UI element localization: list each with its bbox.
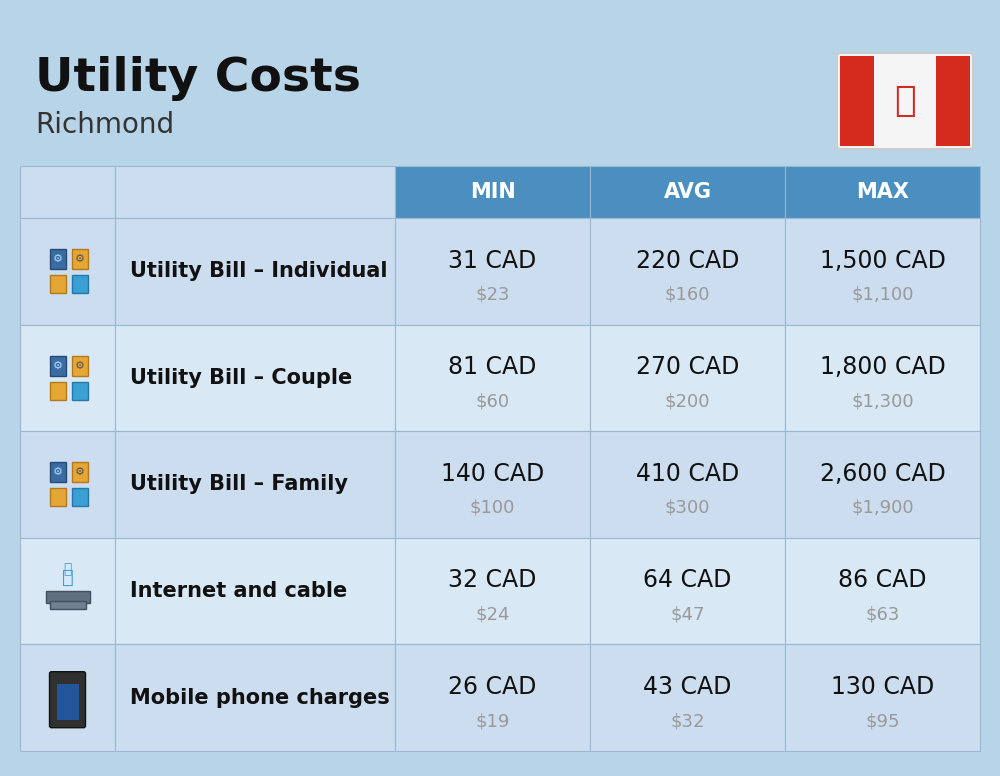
Text: ⚙: ⚙ (52, 467, 62, 477)
Text: $19: $19 (475, 712, 510, 730)
Bar (50, 601, 86, 609)
Bar (785, 166, 980, 218)
Text: Utility Bill – Family: Utility Bill – Family (130, 474, 348, 494)
FancyBboxPatch shape (50, 672, 86, 728)
Text: ⚙: ⚙ (52, 255, 62, 265)
Text: Utility Bill – Couple: Utility Bill – Couple (130, 368, 352, 388)
Bar (874, 56, 936, 146)
Text: 31 CAD: 31 CAD (448, 248, 537, 272)
Bar (395, 218, 590, 324)
Bar (72, 489, 88, 507)
Bar (785, 324, 980, 431)
Bar (72, 382, 88, 400)
Text: ⚙: ⚙ (74, 255, 84, 265)
Bar (115, 538, 395, 644)
Text: $1,300: $1,300 (851, 393, 914, 411)
Text: 26 CAD: 26 CAD (448, 675, 537, 699)
Text: $1,900: $1,900 (851, 499, 914, 517)
Bar (395, 431, 590, 538)
Text: Utility Costs: Utility Costs (35, 56, 361, 101)
Bar (590, 218, 785, 324)
Text: $300: $300 (665, 499, 710, 517)
Bar (50, 382, 66, 400)
Text: 270 CAD: 270 CAD (636, 355, 739, 379)
Bar (115, 431, 395, 538)
Bar (785, 538, 980, 644)
Bar (115, 324, 395, 431)
Bar (72, 275, 88, 293)
FancyBboxPatch shape (837, 53, 973, 149)
Text: 81 CAD: 81 CAD (448, 355, 537, 379)
Bar (840, 56, 874, 146)
Bar (20, 644, 115, 751)
Bar (72, 462, 88, 483)
Text: ⚙: ⚙ (52, 361, 62, 371)
Text: AVG: AVG (664, 182, 712, 202)
Text: $60: $60 (475, 393, 510, 411)
Bar (50, 275, 66, 293)
Text: $200: $200 (665, 393, 710, 411)
Bar (590, 644, 785, 751)
Text: 〰: 〰 (63, 562, 72, 576)
Text: Richmond: Richmond (35, 111, 174, 139)
Bar (115, 218, 395, 324)
Bar (50, 489, 66, 507)
Text: Internet and cable: Internet and cable (130, 581, 347, 601)
Text: 1,500 CAD: 1,500 CAD (820, 248, 945, 272)
Text: 1,800 CAD: 1,800 CAD (820, 355, 945, 379)
Bar (72, 249, 88, 269)
Text: 140 CAD: 140 CAD (441, 462, 544, 486)
Text: 32 CAD: 32 CAD (448, 569, 537, 592)
Text: $95: $95 (865, 712, 900, 730)
Text: 🍁: 🍁 (894, 84, 916, 118)
Bar (395, 644, 590, 751)
Bar (46, 591, 90, 603)
Bar (785, 431, 980, 538)
Text: 43 CAD: 43 CAD (643, 675, 732, 699)
Text: $23: $23 (475, 286, 510, 303)
Bar (590, 324, 785, 431)
Bar (50, 462, 66, 483)
Text: ⚙: ⚙ (74, 361, 84, 371)
Bar (590, 431, 785, 538)
Bar (395, 166, 590, 218)
Text: $47: $47 (670, 605, 705, 624)
Bar (72, 356, 88, 376)
Text: 〰: 〰 (62, 567, 73, 587)
Text: MAX: MAX (856, 182, 909, 202)
Bar (50, 249, 66, 269)
Text: $100: $100 (470, 499, 515, 517)
Bar (20, 538, 115, 644)
Text: $24: $24 (475, 605, 510, 624)
Bar (590, 166, 785, 218)
Bar (20, 166, 115, 218)
Bar (20, 324, 115, 431)
Text: Mobile phone charges: Mobile phone charges (130, 688, 390, 708)
Text: 86 CAD: 86 CAD (838, 569, 927, 592)
Text: $1,100: $1,100 (851, 286, 914, 303)
Text: 130 CAD: 130 CAD (831, 675, 934, 699)
Bar (395, 538, 590, 644)
Text: 2,600 CAD: 2,600 CAD (820, 462, 945, 486)
Bar (20, 218, 115, 324)
Bar (115, 166, 395, 218)
Bar (395, 324, 590, 431)
Bar (50, 356, 66, 376)
Text: $32: $32 (670, 712, 705, 730)
Bar (56, 684, 78, 719)
Text: $160: $160 (665, 286, 710, 303)
Bar (785, 644, 980, 751)
Text: 64 CAD: 64 CAD (643, 569, 732, 592)
Text: $63: $63 (865, 605, 900, 624)
Text: MIN: MIN (470, 182, 515, 202)
Bar (20, 431, 115, 538)
Text: ⚙: ⚙ (74, 467, 84, 477)
Text: Utility Bill – Individual: Utility Bill – Individual (130, 262, 388, 282)
Bar (590, 538, 785, 644)
Text: 220 CAD: 220 CAD (636, 248, 739, 272)
Bar (115, 644, 395, 751)
Bar (936, 56, 970, 146)
Bar (785, 218, 980, 324)
Text: 410 CAD: 410 CAD (636, 462, 739, 486)
